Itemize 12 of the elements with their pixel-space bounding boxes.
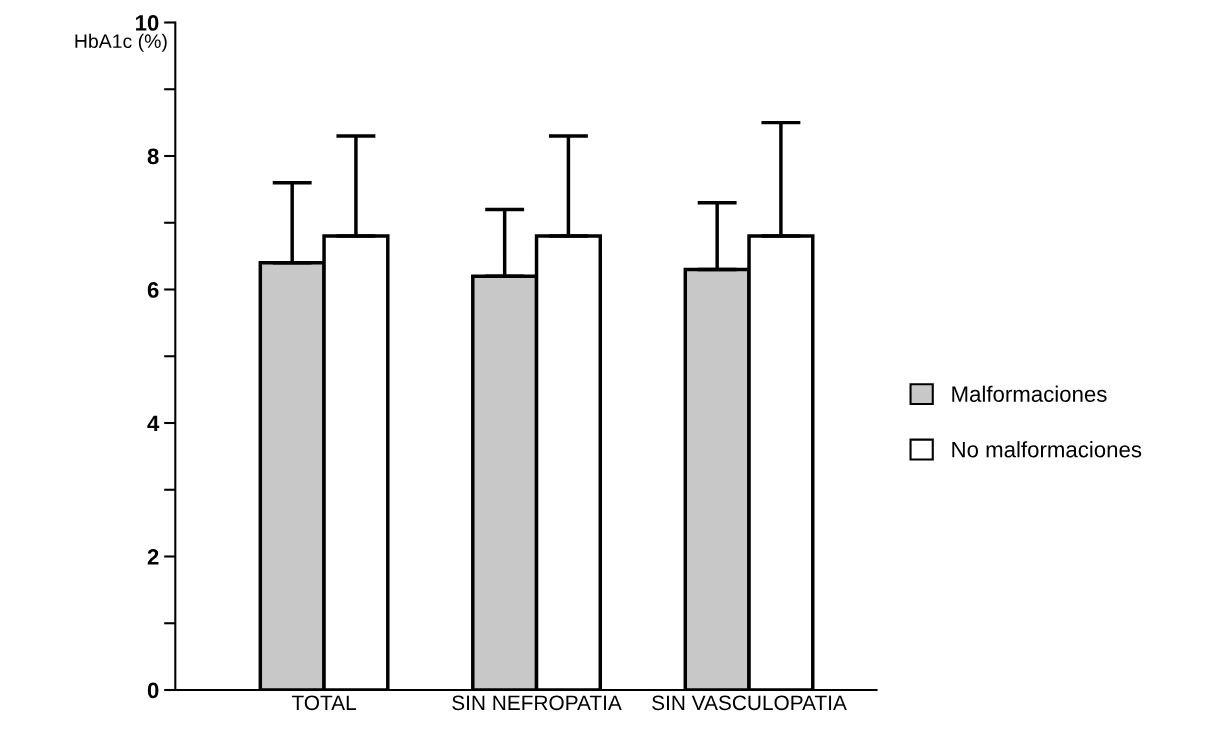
y-tick-label: 8 xyxy=(147,148,159,165)
x-tick-label: SIN NEFROPATIA xyxy=(452,695,622,711)
y-tick-label: 2 xyxy=(147,549,159,565)
x-tick-label: SIN VASCULOPATIA xyxy=(652,695,847,711)
y-axis-title: HbA1c (%) xyxy=(75,33,167,52)
y-tick-label: 4 xyxy=(147,415,160,432)
y-tick-label: 6 xyxy=(147,282,159,298)
x-tick-label: TOTAL xyxy=(291,695,356,711)
y-tick-label: 10 xyxy=(136,15,159,31)
legend-label: Malformaciones xyxy=(952,385,1107,402)
legend-label: No malformaciones xyxy=(952,441,1142,458)
y-tick-label: 0 xyxy=(147,682,159,699)
